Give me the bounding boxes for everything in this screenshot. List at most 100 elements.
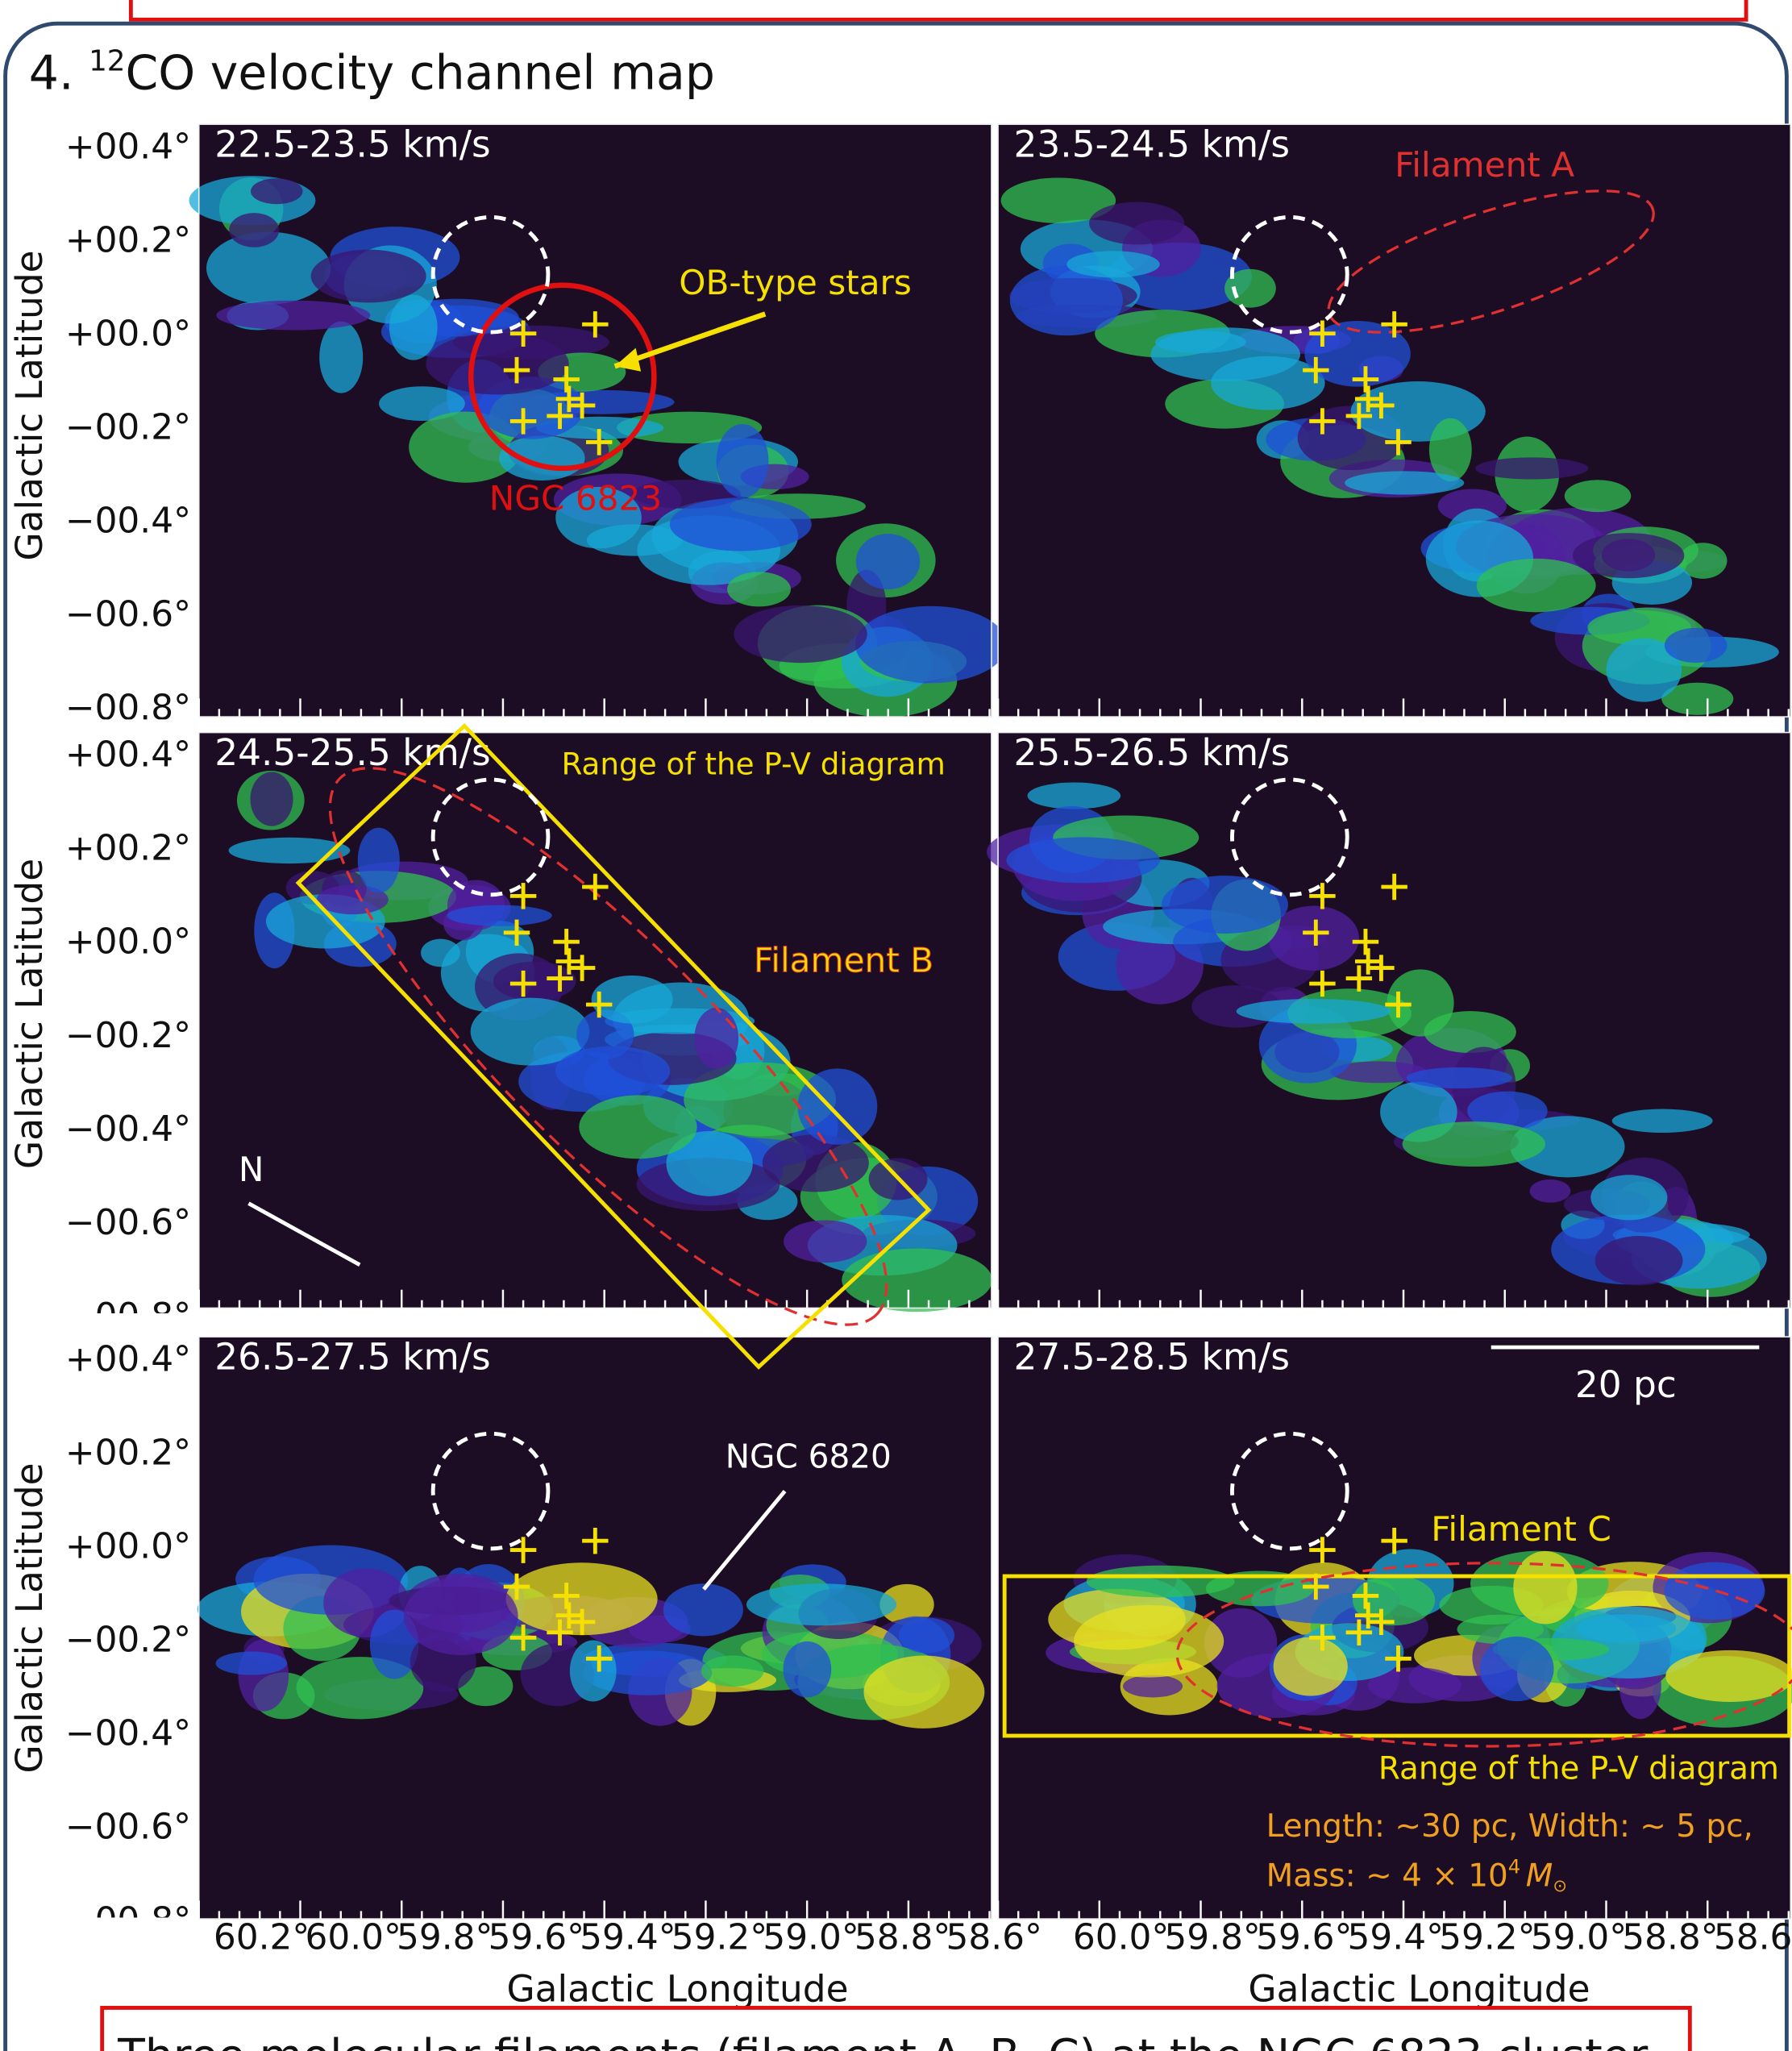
y-tick-label: −00.4°	[65, 500, 191, 541]
x-tick-label: 59.8°	[397, 1916, 493, 1957]
y-tick-label: +00.0°	[65, 1525, 191, 1566]
slide: 4. 12CO velocity channel map 22.5-23.5 k…	[0, 0, 1792, 2051]
x-tick-label: 59.6°	[1256, 1916, 1352, 1957]
emission	[1345, 471, 1464, 494]
y-tick-label: −00.6°	[65, 1806, 191, 1847]
title-isotope: 12	[89, 45, 125, 78]
annotation: 20 pc	[1575, 1363, 1677, 1406]
emission	[555, 1046, 670, 1096]
y-tick-label: +00.2°	[65, 219, 191, 260]
emission	[216, 1652, 288, 1675]
emission	[1274, 1637, 1348, 1696]
emission	[797, 1068, 877, 1144]
emission	[784, 1641, 832, 1698]
velocity-label: 23.5-24.5 km/s	[1014, 123, 1291, 166]
emission	[855, 606, 1007, 684]
section-title: 4. 12CO velocity channel map	[29, 45, 715, 101]
emission	[1573, 533, 1684, 578]
y-axis-label: Galactic Latitude	[8, 859, 51, 1169]
emission	[499, 435, 585, 481]
emission	[319, 322, 363, 393]
y-tick-label: −00.8°	[65, 1899, 191, 1941]
x-tick-label: 59.8°	[1164, 1916, 1260, 1957]
emission	[1513, 1551, 1577, 1625]
y-tick-label: −00.2°	[65, 406, 191, 447]
annotation: Filament A	[1395, 145, 1574, 185]
emission	[1123, 1674, 1183, 1697]
emission	[1074, 1605, 1224, 1678]
x-tick-label: 59.0°	[763, 1916, 859, 1957]
x-tick-label: 58.6°	[1714, 1916, 1792, 1957]
emission	[856, 534, 920, 589]
emission	[358, 828, 400, 893]
emission	[1066, 251, 1159, 277]
x-axis-label: Galactic Longitude	[1248, 1967, 1590, 2010]
y-tick-label: +00.0°	[65, 313, 191, 354]
velocity-label: 26.5-27.5 km/s	[214, 1336, 491, 1379]
x-axis-label: Galactic Longitude	[507, 1967, 849, 2010]
x-tick-label: 59.2°	[671, 1916, 767, 1957]
page: {"title":{"number":"4.","isotope":"12","…	[0, 0, 1792, 2051]
emission	[447, 905, 551, 926]
title-number: 4.	[29, 45, 74, 100]
emission	[863, 1655, 984, 1728]
emission	[1403, 1121, 1545, 1167]
y-axis-label: Galactic Latitude	[8, 250, 51, 560]
emission	[670, 497, 812, 551]
x-tick-label: 58.8°	[854, 1916, 950, 1957]
emission	[1665, 628, 1728, 663]
emission	[1028, 782, 1121, 809]
emission	[717, 424, 769, 498]
top-box	[131, 0, 1746, 19]
y-tick-label: +00.4°	[65, 1338, 191, 1379]
y-tick-label: +00.4°	[65, 734, 191, 776]
velocity-label: 25.5-26.5 km/s	[1014, 731, 1291, 774]
emission	[421, 939, 460, 967]
emission	[1475, 457, 1588, 479]
x-tick-label: 59.6°	[489, 1916, 584, 1957]
annotation: Filament C	[1431, 1509, 1611, 1549]
emission	[1407, 1067, 1512, 1088]
emission	[250, 772, 293, 826]
emission	[746, 1583, 896, 1625]
emission	[404, 1577, 518, 1654]
mass-unit: M	[1526, 1858, 1553, 1895]
emission	[1089, 202, 1184, 245]
x-tick-label: 58.6°	[946, 1916, 1042, 1957]
velocity-label: 27.5-28.5 km/s	[1014, 1336, 1291, 1379]
emission	[1006, 837, 1159, 883]
y-ticks: +00.4°+00.2°+00.0°−00.2°−00.4°−00.6°−00.…	[65, 734, 191, 1337]
mass-text: Mass: ~ 4 × 10	[1266, 1858, 1508, 1895]
y-tick-label: +00.2°	[65, 828, 191, 869]
emission	[1237, 999, 1391, 1024]
x-tick-label: 59.2°	[1439, 1916, 1535, 1957]
emission	[1162, 876, 1288, 934]
x-tick-label: 60.0°	[1073, 1916, 1169, 1957]
emission	[1565, 480, 1632, 512]
emission	[216, 301, 370, 331]
x-tick-label: 59.0°	[1531, 1916, 1627, 1957]
y-tick-label: +00.2°	[65, 1432, 191, 1473]
x-tick-label: 59.4°	[1348, 1916, 1444, 1957]
emission	[239, 1639, 289, 1711]
annotation: N	[239, 1150, 264, 1189]
emission	[1530, 1179, 1571, 1203]
emission	[1590, 1175, 1667, 1220]
y-ticks: +00.4°+00.2°+00.0°−00.2°−00.4°−00.6°−00.…	[65, 1338, 191, 1941]
emission	[734, 605, 867, 663]
emission	[1595, 1236, 1683, 1285]
y-tick-label: +00.4°	[65, 126, 191, 167]
annotation: Range of the P-V diagram	[1378, 1751, 1779, 1787]
velocity-label: 22.5-23.5 km/s	[214, 123, 491, 166]
x-tick-label: 60.0°	[305, 1916, 401, 1957]
emission	[701, 1655, 764, 1687]
emission	[229, 213, 279, 248]
title-text: CO velocity channel map	[126, 45, 715, 100]
emission	[1477, 559, 1596, 612]
channel-map: 23.5-24.5 km/s	[998, 123, 1790, 717]
channel-map: 24.5-25.5 km/s	[199, 731, 992, 1312]
x-tick-label: 59.4°	[580, 1916, 676, 1957]
emission	[579, 1095, 696, 1159]
annotation: NGC 6823	[489, 479, 662, 518]
emission	[694, 1008, 738, 1068]
